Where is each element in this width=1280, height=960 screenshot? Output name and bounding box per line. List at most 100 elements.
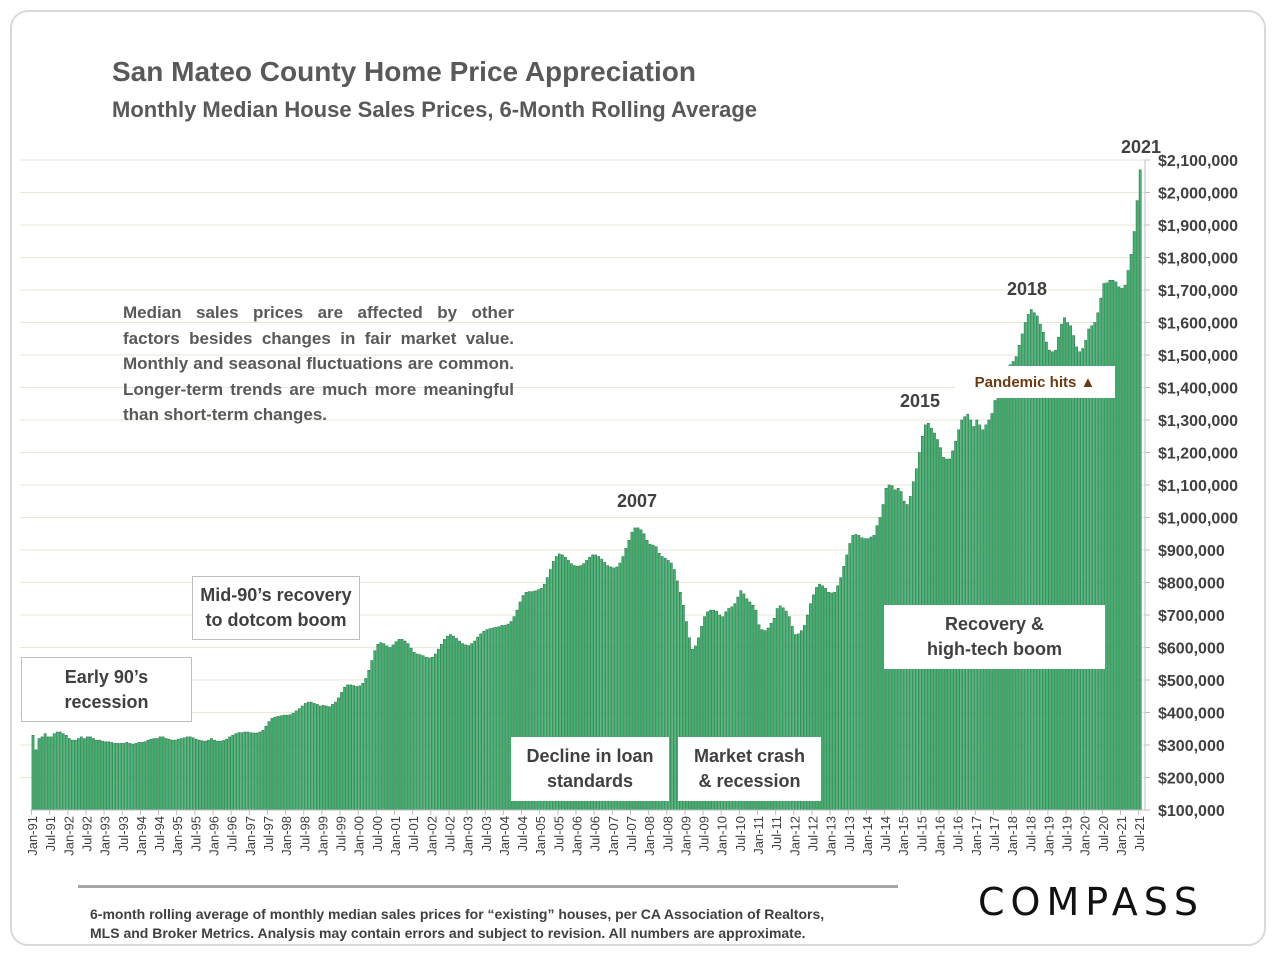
bar bbox=[1111, 280, 1115, 811]
bar bbox=[225, 738, 228, 811]
x-tick-label: Jan-05 bbox=[533, 816, 548, 856]
bar bbox=[476, 636, 480, 811]
bar bbox=[231, 735, 235, 811]
bar bbox=[240, 732, 244, 811]
bar bbox=[860, 537, 864, 811]
bar bbox=[388, 647, 392, 811]
x-tick-label: Jan-14 bbox=[860, 816, 875, 856]
bar bbox=[869, 536, 873, 811]
bar bbox=[237, 732, 241, 811]
annotation-line: Mid-90’s recovery bbox=[200, 585, 352, 605]
bar bbox=[67, 738, 71, 811]
bar bbox=[1117, 286, 1121, 811]
bar bbox=[848, 543, 852, 811]
bar bbox=[403, 640, 407, 811]
bar bbox=[195, 738, 198, 811]
bar bbox=[249, 732, 253, 811]
x-tick-label: Jan-08 bbox=[642, 816, 657, 856]
bar bbox=[361, 683, 365, 811]
bar bbox=[309, 701, 313, 811]
bar bbox=[352, 685, 355, 811]
bar bbox=[98, 739, 101, 811]
bar bbox=[149, 738, 153, 811]
bar bbox=[1075, 346, 1078, 811]
y-tick-label: $600,000 bbox=[1158, 641, 1225, 658]
bar bbox=[467, 645, 470, 811]
x-tick-label: Jul-09 bbox=[697, 816, 712, 851]
bar bbox=[455, 638, 458, 811]
bar bbox=[55, 731, 59, 811]
x-tick-label: Jan-95 bbox=[170, 816, 185, 856]
bar bbox=[491, 627, 495, 811]
annotation-line: Early 90’s bbox=[64, 666, 149, 687]
bar bbox=[228, 736, 231, 811]
x-tick-label: Jan-91 bbox=[25, 816, 40, 856]
x-tick-label: Jan-00 bbox=[352, 816, 367, 856]
y-tick-label: $2,100,000 bbox=[1158, 153, 1238, 170]
bar bbox=[827, 592, 830, 811]
x-tick-label: Jan-98 bbox=[279, 816, 294, 856]
x-tick-label: Jul-05 bbox=[551, 816, 566, 851]
bar bbox=[334, 701, 337, 811]
x-tick-label: Jan-99 bbox=[315, 816, 330, 856]
bar bbox=[152, 738, 156, 811]
annotation-line: Market crash bbox=[693, 746, 806, 766]
bar bbox=[1014, 356, 1018, 811]
chart-card bbox=[10, 10, 1266, 946]
bar bbox=[370, 660, 374, 811]
x-tick-label: Jan-07 bbox=[606, 816, 621, 856]
bar bbox=[343, 686, 346, 811]
bar bbox=[842, 566, 846, 811]
y-tick-label: $400,000 bbox=[1158, 706, 1225, 723]
y-tick-label: $1,700,000 bbox=[1158, 283, 1238, 300]
bar bbox=[279, 715, 283, 811]
bar bbox=[101, 740, 104, 811]
bar bbox=[92, 738, 95, 811]
bar bbox=[185, 736, 189, 811]
bar bbox=[222, 740, 225, 811]
bar bbox=[246, 731, 250, 811]
footer-divider bbox=[78, 885, 898, 888]
x-tick-label: Jul-06 bbox=[588, 816, 603, 851]
x-tick-label: Jul-92 bbox=[79, 816, 94, 851]
footer-line-2: MLS and Broker Metrics. Analysis may con… bbox=[90, 925, 806, 941]
bar bbox=[996, 387, 1000, 811]
bar bbox=[1002, 374, 1006, 811]
bar bbox=[1129, 254, 1133, 811]
bar bbox=[146, 739, 150, 811]
bar bbox=[134, 743, 138, 811]
bar bbox=[872, 535, 876, 811]
bar bbox=[1081, 348, 1085, 811]
bar bbox=[261, 730, 265, 811]
bar bbox=[358, 685, 362, 811]
x-tick-label: Jul-94 bbox=[152, 816, 167, 851]
bar bbox=[176, 738, 180, 811]
bar bbox=[191, 737, 195, 811]
bar bbox=[433, 653, 437, 811]
x-tick-label: Jul-00 bbox=[370, 816, 385, 851]
bar bbox=[830, 592, 833, 811]
bar bbox=[155, 738, 159, 811]
bar bbox=[424, 657, 428, 811]
bar bbox=[83, 738, 86, 811]
bar bbox=[40, 736, 44, 811]
bar bbox=[252, 732, 256, 811]
bar bbox=[216, 740, 219, 811]
bar bbox=[355, 686, 359, 811]
bar bbox=[303, 703, 307, 811]
bar bbox=[325, 705, 328, 811]
x-tick-label: Jan-13 bbox=[824, 816, 839, 856]
bar bbox=[131, 743, 135, 811]
bar bbox=[173, 739, 177, 811]
y-tick-label: $900,000 bbox=[1158, 543, 1225, 560]
x-axis-labels: Jan-91 Jul-91 Jan-92 Jul-92 Jan-93 Jul-93 Jan-… bbox=[25, 810, 1147, 856]
x-tick-label: Jan-92 bbox=[61, 816, 76, 856]
x-tick-label: Jan-16 bbox=[933, 816, 948, 856]
x-tick-label: Jul-93 bbox=[116, 816, 131, 851]
bar bbox=[506, 623, 510, 811]
bar bbox=[385, 645, 389, 811]
bar bbox=[110, 742, 114, 811]
bar bbox=[1126, 270, 1130, 811]
bar bbox=[122, 743, 126, 811]
bar bbox=[1017, 345, 1021, 811]
